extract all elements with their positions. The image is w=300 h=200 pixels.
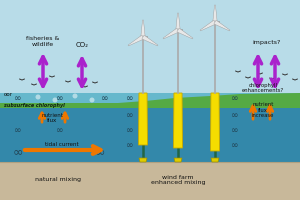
- Text: ∞: ∞: [56, 126, 64, 134]
- Text: subsurface chlorophyl: subsurface chlorophyl: [4, 102, 65, 108]
- Polygon shape: [139, 158, 147, 162]
- Text: impacts?: impacts?: [253, 40, 281, 45]
- Text: nutrient
flux
increase: nutrient flux increase: [252, 102, 274, 118]
- Text: ∞: ∞: [231, 94, 239, 102]
- Text: fisheries &
wildlife: fisheries & wildlife: [26, 36, 60, 47]
- Text: ∞: ∞: [14, 126, 22, 134]
- Circle shape: [52, 98, 58, 102]
- Polygon shape: [128, 35, 144, 46]
- Circle shape: [89, 98, 94, 102]
- Text: ∞: ∞: [126, 140, 134, 150]
- Text: nutrient
flux: nutrient flux: [41, 113, 63, 123]
- Text: ∞: ∞: [231, 140, 239, 150]
- Polygon shape: [0, 108, 300, 162]
- Text: CO₂: CO₂: [76, 42, 88, 48]
- Polygon shape: [214, 21, 219, 23]
- Polygon shape: [200, 20, 216, 31]
- Polygon shape: [118, 93, 300, 108]
- Polygon shape: [214, 20, 230, 31]
- Text: natural mixing: natural mixing: [35, 178, 81, 182]
- Polygon shape: [173, 93, 182, 148]
- Polygon shape: [142, 36, 147, 38]
- Polygon shape: [163, 28, 179, 39]
- Text: oor: oor: [4, 92, 13, 98]
- Polygon shape: [139, 93, 148, 145]
- Text: ∞: ∞: [126, 110, 134, 119]
- Polygon shape: [0, 0, 300, 93]
- Polygon shape: [0, 162, 300, 200]
- Text: ∞: ∞: [13, 146, 23, 158]
- Text: ∞: ∞: [126, 94, 134, 102]
- Polygon shape: [0, 93, 300, 103]
- Text: ∞: ∞: [95, 146, 105, 158]
- Text: ∞: ∞: [231, 126, 239, 134]
- Polygon shape: [142, 35, 158, 46]
- Polygon shape: [174, 158, 182, 162]
- Polygon shape: [211, 158, 219, 162]
- Text: chlorophyll
enhancements?: chlorophyll enhancements?: [242, 83, 284, 93]
- Polygon shape: [177, 29, 182, 31]
- Text: ∞: ∞: [231, 110, 239, 119]
- Circle shape: [73, 94, 77, 98]
- Text: ∞: ∞: [101, 94, 109, 102]
- Polygon shape: [211, 93, 220, 151]
- Text: wind farm
enhanced mixing: wind farm enhanced mixing: [151, 175, 205, 185]
- Polygon shape: [141, 20, 145, 37]
- Circle shape: [35, 95, 40, 99]
- Polygon shape: [213, 5, 217, 22]
- Polygon shape: [177, 28, 193, 39]
- Text: ∞: ∞: [14, 94, 22, 102]
- Text: tidal current: tidal current: [45, 142, 79, 146]
- Polygon shape: [176, 13, 180, 30]
- Text: ∞: ∞: [56, 94, 64, 102]
- Text: ∞: ∞: [126, 126, 134, 134]
- Polygon shape: [0, 103, 120, 108]
